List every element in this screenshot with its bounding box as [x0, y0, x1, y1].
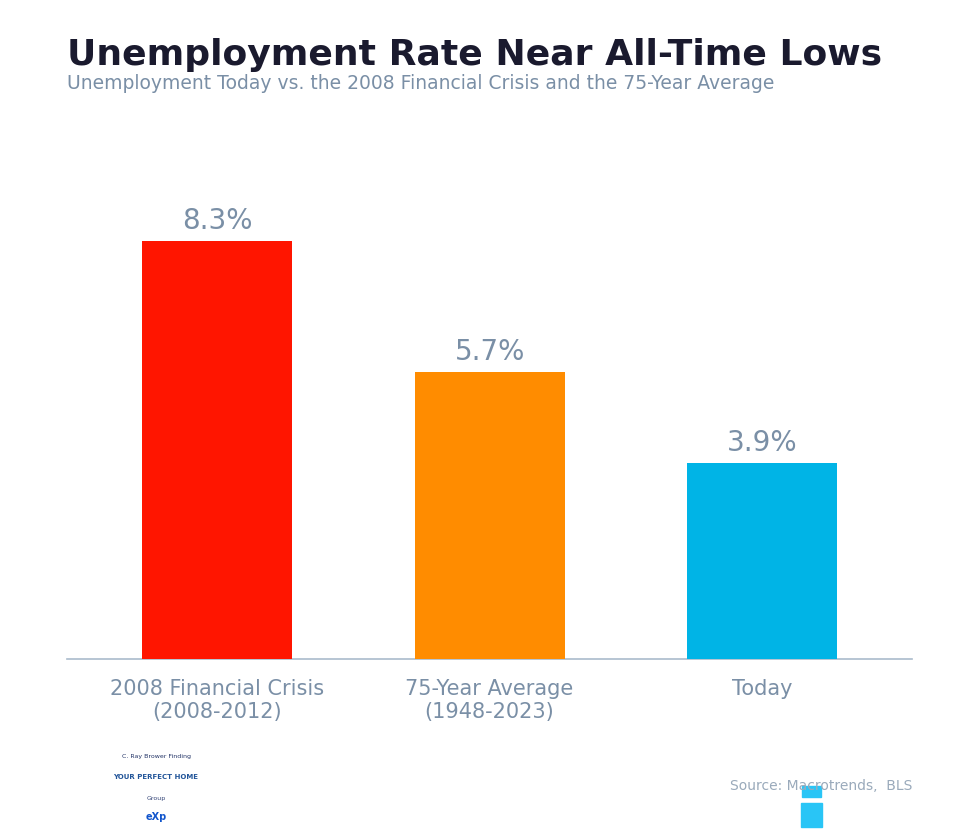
Text: Unemployment Today vs. the 2008 Financial Crisis and the 75-Year Average: Unemployment Today vs. the 2008 Financia… [67, 74, 775, 93]
Bar [687, 463, 837, 659]
Text: 5.7%: 5.7% [454, 338, 525, 366]
Text: 3.9%: 3.9% [727, 428, 798, 457]
Bar [142, 241, 292, 659]
Text: C. Ray Brower Finding: C. Ray Brower Finding [122, 753, 190, 759]
Text: Group: Group [146, 796, 166, 801]
Bar [415, 372, 564, 659]
Text: R: R [876, 762, 909, 800]
FancyBboxPatch shape [801, 803, 822, 827]
Text: Finding Your Perfect Home Brokered By eXp: Finding Your Perfect Home Brokered By eX… [226, 798, 544, 813]
Text: REALTOR®: REALTOR® [872, 825, 914, 834]
Text: YourPerfectHomeGroup.com: YourPerfectHomeGroup.com [610, 798, 826, 813]
Text: C. Ray Brower: C. Ray Brower [226, 761, 357, 780]
Polygon shape [780, 752, 843, 782]
Text: Source: Macrotrends,  BLS: Source: Macrotrends, BLS [730, 779, 912, 793]
Text: 8.3%: 8.3% [181, 207, 252, 235]
Text: EQUAL HOUSING
OPPORTUNITY: EQUAL HOUSING OPPORTUNITY [785, 833, 837, 840]
Text: eXp: eXp [145, 812, 167, 822]
Text: (209) 300-0311: (209) 300-0311 [610, 763, 729, 778]
Text: Unemployment Rate Near All-Time Lows: Unemployment Rate Near All-Time Lows [67, 38, 882, 71]
Text: YOUR PERFECT HOME: YOUR PERFECT HOME [113, 774, 199, 780]
FancyBboxPatch shape [802, 786, 821, 797]
FancyBboxPatch shape [790, 782, 832, 827]
